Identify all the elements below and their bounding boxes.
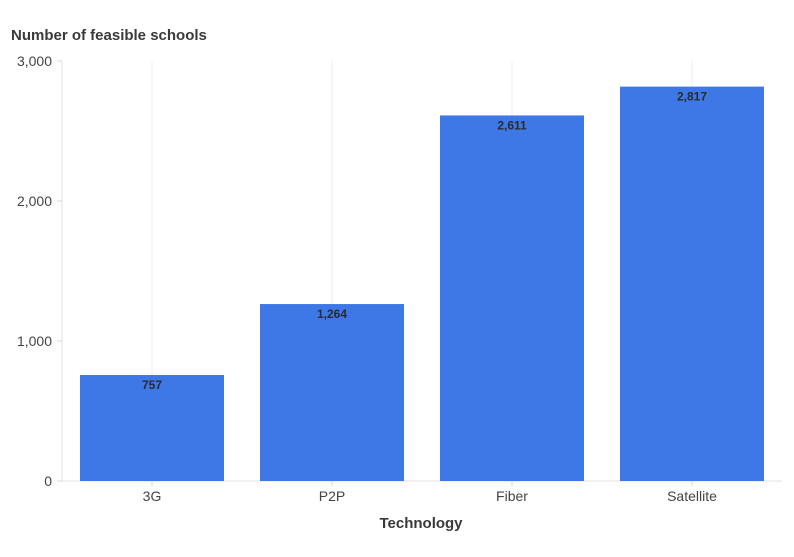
data-label: 757 <box>142 378 162 392</box>
y-tick-label: 3,000 <box>17 53 52 69</box>
data-label: 2,817 <box>677 90 707 104</box>
bar <box>260 304 404 481</box>
y-axis-title: Number of feasible schools <box>11 27 207 44</box>
data-label: 1,264 <box>317 307 347 321</box>
y-tick-label: 2,000 <box>17 193 52 209</box>
x-tick-label: P2P <box>319 488 345 504</box>
data-label: 2,611 <box>497 118 527 132</box>
bar <box>80 375 224 481</box>
x-tick-label: 3G <box>143 488 162 504</box>
x-tick-label: Fiber <box>496 488 528 504</box>
y-tick-label: 1,000 <box>17 333 52 349</box>
y-tick-label: 0 <box>44 473 52 489</box>
x-tick-label: Satellite <box>667 488 717 504</box>
x-axis-title: Technology <box>379 515 463 532</box>
bar <box>440 115 584 482</box>
bar <box>620 86 764 482</box>
